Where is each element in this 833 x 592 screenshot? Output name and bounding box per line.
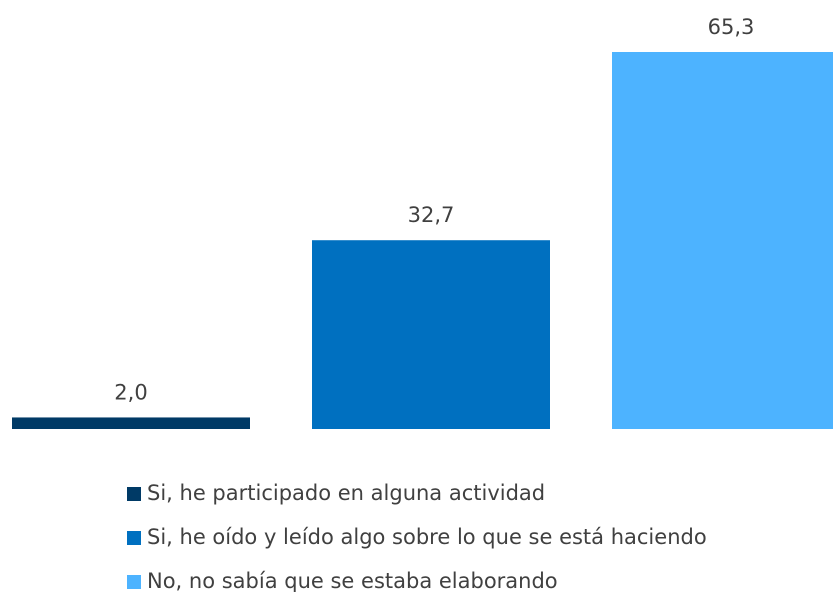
bar: [612, 52, 833, 429]
data-label: 65,3: [708, 15, 755, 39]
legend-swatch: [127, 531, 141, 545]
legend-label: No, no sabía que se estaba elaborando: [147, 569, 558, 592]
legend-swatch: [127, 487, 141, 501]
bar: [12, 417, 250, 429]
legend-swatch: [127, 575, 141, 589]
bar: [312, 240, 550, 429]
data-label: 32,7: [408, 203, 455, 227]
data-label: 2,0: [114, 380, 147, 404]
legend-label: Si, he oído y leído algo sobre lo que se…: [147, 525, 707, 549]
legend-label: Si, he participado en alguna actividad: [147, 481, 545, 505]
